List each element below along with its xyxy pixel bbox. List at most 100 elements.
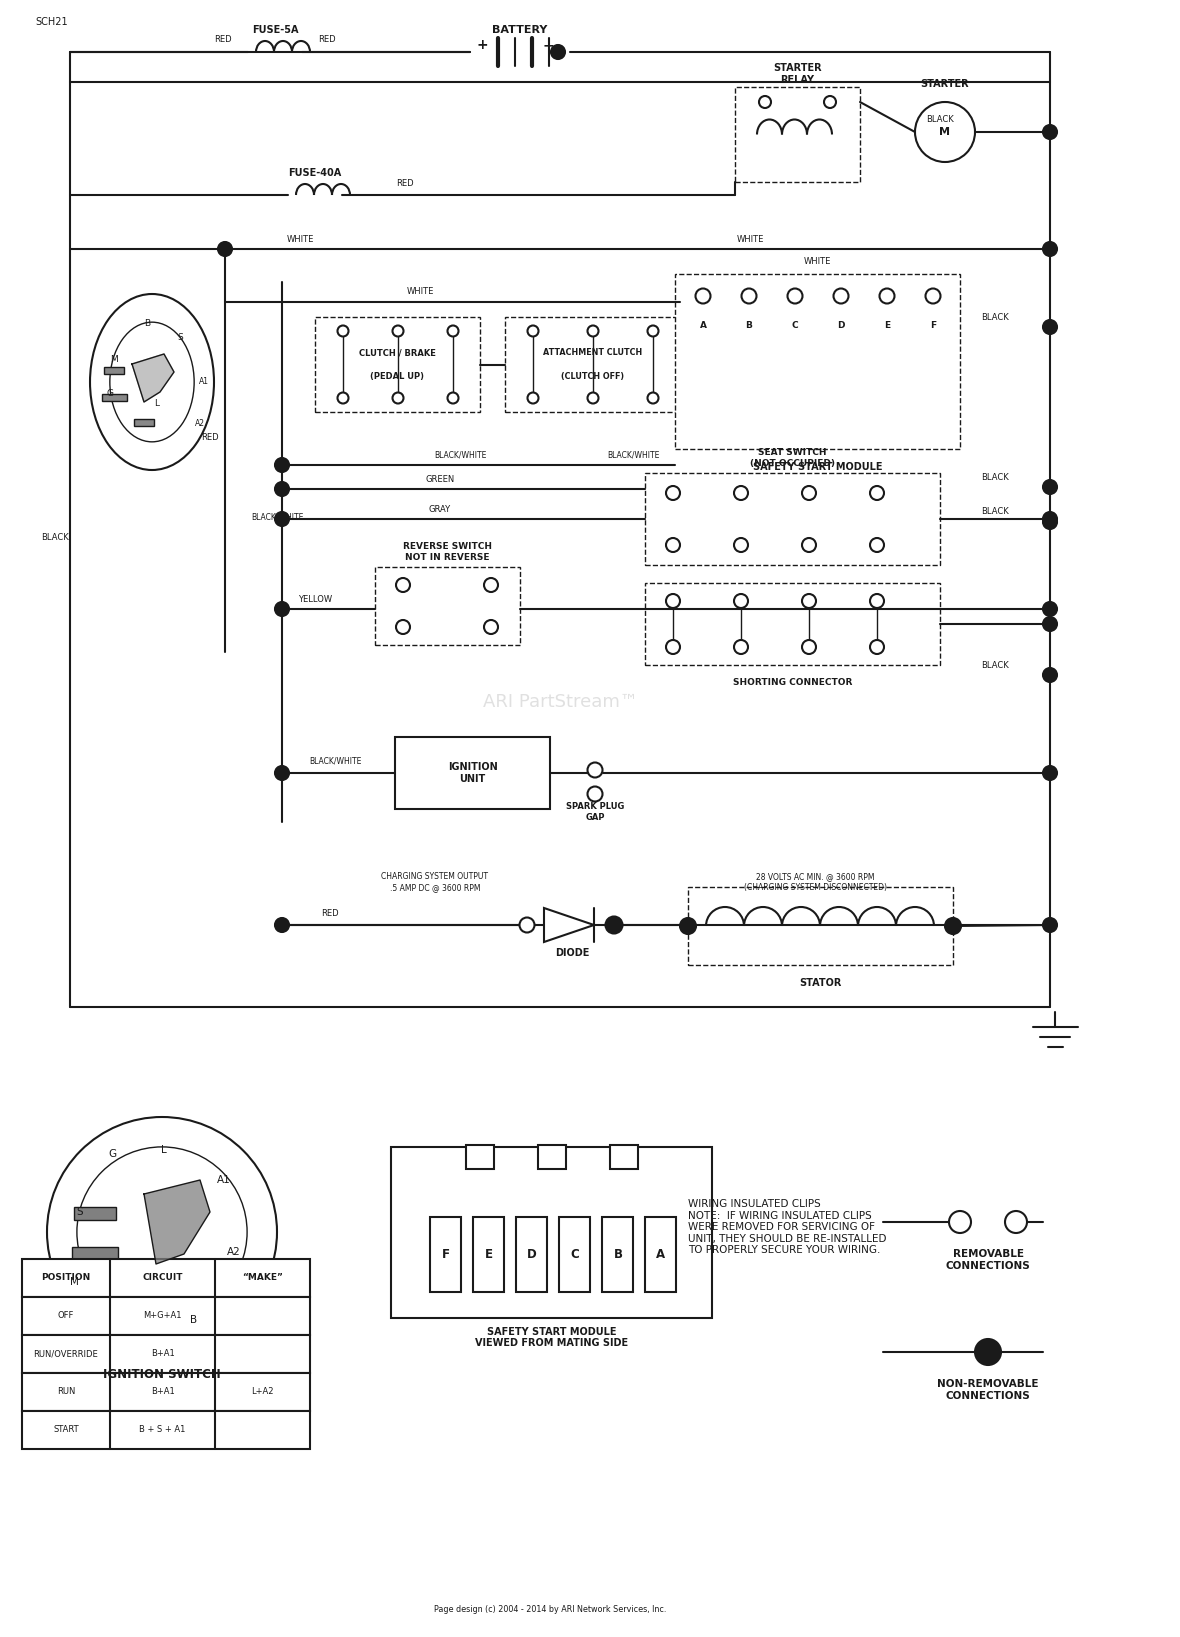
Polygon shape [544,909,594,941]
Circle shape [393,393,404,403]
Circle shape [680,918,696,935]
Circle shape [870,640,884,655]
Text: RUN/OVERRIDE: RUN/OVERRIDE [33,1349,98,1359]
Text: A: A [700,321,707,331]
Circle shape [275,458,289,471]
Circle shape [734,640,748,655]
Bar [392,1146,713,1318]
Circle shape [1043,668,1057,683]
Text: B + S + A1: B + S + A1 [139,1426,185,1434]
Polygon shape [144,1180,210,1264]
Text: BATTERY: BATTERY [492,25,548,34]
Circle shape [47,1116,277,1347]
Text: “MAKE”: “MAKE” [242,1274,283,1282]
Circle shape [605,917,623,933]
Text: SEAT SWITCH
(NOT OCCUPIED): SEAT SWITCH (NOT OCCUPIED) [750,449,835,468]
Ellipse shape [90,295,214,470]
Text: IGNITION
UNIT: IGNITION UNIT [447,763,498,784]
Text: GRAY: GRAY [430,504,451,514]
Circle shape [77,1148,247,1318]
Text: BLACK: BLACK [981,473,1009,481]
Circle shape [218,242,232,255]
Circle shape [870,539,884,552]
Text: RED: RED [321,909,339,917]
Text: L: L [155,399,159,409]
Text: F: F [930,321,936,331]
Text: B+A1: B+A1 [151,1388,175,1396]
Text: A1: A1 [217,1175,231,1185]
Bar [74,1206,116,1220]
Circle shape [666,640,680,655]
Text: BLACK/WHITE: BLACK/WHITE [309,756,361,766]
Circle shape [396,620,409,634]
Text: A: A [656,1247,666,1260]
Text: NON-REMOVABLE
CONNECTIONS: NON-REMOVABLE CONNECTIONS [937,1380,1038,1401]
Circle shape [734,486,748,499]
Text: −: − [542,38,553,52]
Circle shape [337,393,348,403]
Circle shape [666,486,680,499]
Text: D: D [838,321,845,331]
Text: S: S [177,332,183,342]
Bar [22,1336,310,1373]
Circle shape [275,602,289,616]
Circle shape [1043,617,1057,630]
Bar [603,1216,634,1292]
Circle shape [588,326,598,337]
Ellipse shape [110,322,195,442]
Text: FUSE-5A: FUSE-5A [251,25,299,34]
Circle shape [949,1211,971,1233]
Text: BLACK: BLACK [981,313,1009,321]
Bar [431,1216,461,1292]
Bar [104,367,124,373]
Text: B: B [746,321,753,331]
Bar [315,318,480,413]
Circle shape [741,288,756,303]
Circle shape [945,918,961,935]
Bar [505,318,680,413]
Text: ATTACHMENT CLUTCH: ATTACHMENT CLUTCH [543,349,642,357]
Bar [72,1247,118,1260]
Bar [645,1216,676,1292]
Text: CHARGING SYSTEM OUTPUT
.5 AMP DC @ 3600 RPM: CHARGING SYSTEM OUTPUT .5 AMP DC @ 3600 … [381,873,489,892]
Text: YELLOW: YELLOW [297,594,332,604]
Text: CIRCUIT: CIRCUIT [143,1274,183,1282]
Circle shape [824,97,835,108]
Circle shape [975,1339,1001,1365]
Text: M: M [939,128,951,138]
Circle shape [1043,918,1057,931]
Text: ARI PartStream™: ARI PartStream™ [483,692,637,710]
Text: B+A1: B+A1 [151,1349,175,1359]
Text: G: G [107,1149,116,1159]
Text: REMOVABLE
CONNECTIONS: REMOVABLE CONNECTIONS [945,1249,1030,1270]
Circle shape [759,97,771,108]
Circle shape [275,918,289,931]
Text: POSITION: POSITION [41,1274,91,1282]
Text: RED: RED [319,34,336,44]
Text: BLACK: BLACK [981,660,1009,670]
Circle shape [870,594,884,607]
Text: SHORTING CONNECTOR: SHORTING CONNECTOR [733,678,852,688]
Bar [559,1216,590,1292]
Text: (PEDAL UP): (PEDAL UP) [371,372,425,381]
Text: E: E [485,1247,493,1260]
Circle shape [337,326,348,337]
Text: (CLUTCH OFF): (CLUTCH OFF) [560,372,624,381]
Circle shape [1043,516,1057,529]
Circle shape [914,101,975,162]
Circle shape [879,288,894,303]
Text: IGNITION SWITCH: IGNITION SWITCH [103,1369,221,1382]
Circle shape [519,917,535,933]
Text: BLACK: BLACK [981,507,1009,517]
Circle shape [588,763,603,778]
Circle shape [648,326,658,337]
Circle shape [396,578,409,593]
Circle shape [1043,602,1057,616]
Circle shape [275,481,289,496]
Circle shape [1043,242,1057,255]
Circle shape [802,486,817,499]
Circle shape [695,288,710,303]
Bar [645,473,940,565]
Circle shape [484,578,498,593]
Circle shape [802,640,817,655]
